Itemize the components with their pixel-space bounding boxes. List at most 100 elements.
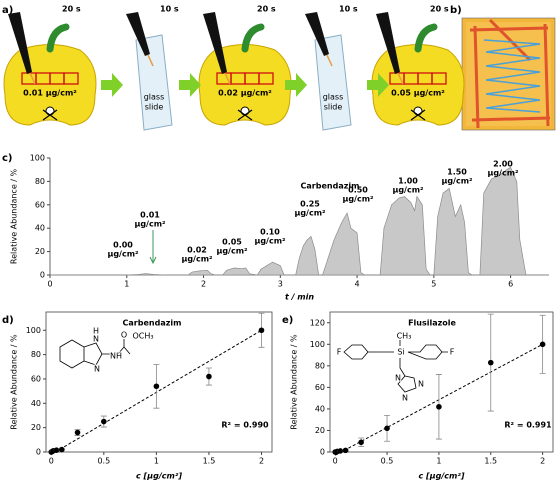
atom-label: H [93, 327, 99, 336]
annotation-unit: µg/cm² [216, 247, 248, 256]
x-tick-label: 2 [259, 457, 264, 466]
x-tick-label: 0 [49, 457, 54, 466]
point [258, 327, 265, 334]
annotation-unit: µg/cm² [487, 169, 519, 178]
pipette-tip [224, 72, 231, 85]
arrow [179, 73, 201, 97]
x-axis-label: t / min [285, 293, 314, 302]
point [358, 439, 364, 446]
annotation: 0.00 [113, 241, 133, 250]
x-tick-label: 1 [154, 457, 159, 466]
time-label: 10 s [160, 5, 179, 14]
x-tick-label: 0.5 [381, 457, 394, 466]
point [487, 359, 494, 366]
annotation: 0.05 [222, 238, 242, 247]
slide-label: glass [144, 93, 165, 102]
point [384, 425, 390, 432]
annotation: 0.10 [260, 228, 280, 237]
annotation: 0.01 [140, 211, 160, 220]
glass-slide [314, 34, 352, 131]
concentration-label: 0.05 µg/cm² [391, 89, 445, 98]
y-tick-label: 60 [31, 374, 41, 383]
skull [240, 106, 250, 116]
y-tick-label: 40 [35, 224, 45, 233]
point [153, 383, 160, 390]
slide-label: slide [324, 103, 343, 112]
stem [414, 23, 438, 53]
atom-label: Si [397, 348, 404, 357]
y-tick-label: 80 [315, 361, 325, 370]
stem [241, 23, 265, 53]
panel-label: c) [2, 153, 13, 164]
y-axis-label: Relative Abundance / % [10, 168, 19, 264]
concentration-label: 0.01 µg/cm² [23, 89, 77, 98]
time-label: 10 s [339, 5, 358, 14]
slide-label: glass [323, 93, 344, 102]
photo [461, 17, 556, 131]
point [539, 341, 546, 348]
atom-label: O [121, 331, 127, 340]
y-tick-label: 20 [35, 247, 45, 256]
plot-frame [329, 311, 554, 453]
y-tick-label: 60 [315, 383, 325, 392]
x-axis-label: c [µg/cm²] [419, 472, 465, 481]
point [74, 429, 81, 436]
x-tick-label: 0 [47, 280, 52, 289]
annotation-unit: µg/cm² [342, 195, 374, 204]
annotation: 0.02 [187, 246, 207, 255]
x-tick-label: 0 [333, 457, 338, 466]
y-tick-label: 100 [310, 340, 325, 349]
annotation-unit: µg/cm² [254, 237, 286, 246]
point [436, 403, 442, 410]
arrow [101, 73, 123, 97]
x-tick-label: 1 [124, 280, 129, 289]
annotation-unit: µg/cm² [392, 186, 424, 195]
x-tick-label: 0.5 [97, 457, 110, 466]
x-tick-label: 2 [540, 457, 545, 466]
time-label: 20 s [430, 5, 449, 14]
pipette-tip [29, 72, 36, 85]
atom-label: NH [110, 352, 122, 361]
y-axis-label: Relative Abundance / % [290, 334, 299, 430]
y-tick-label: 40 [31, 399, 41, 408]
annotation-unit: µg/cm² [441, 177, 473, 186]
annotation: 2.00 [493, 160, 513, 169]
crossbones [410, 109, 426, 121]
concentration-label: 0.02 µg/cm² [218, 89, 272, 98]
y-tick-label: 40 [315, 404, 325, 413]
x-tick-label: 1.5 [484, 457, 497, 466]
x-tick-label: 6 [508, 280, 513, 289]
atom-label: N [395, 374, 401, 383]
y-tick-label: 80 [31, 350, 41, 359]
x-tick-label: 4 [355, 280, 360, 289]
chromatogram [50, 166, 549, 276]
pipette-tip [147, 54, 154, 67]
skull [45, 106, 55, 116]
arrow [285, 73, 307, 97]
y-tick-label: 120 [310, 318, 325, 327]
spot-grid [63, 72, 79, 85]
atom-label: F [337, 348, 342, 357]
chart-title: Carbendazim [123, 319, 182, 328]
glass-slide [135, 34, 173, 131]
pipette [203, 12, 227, 74]
r-squared: R² = 0.990 [221, 421, 269, 430]
y-tick-label: 0 [36, 448, 41, 457]
panel-label: b) [450, 5, 462, 16]
annotation-unit: µg/cm² [181, 255, 213, 264]
pipette-tip [397, 72, 404, 85]
y-tick-label: 20 [315, 426, 325, 435]
x-tick-label: 1 [436, 457, 441, 466]
slide-label: slide [145, 103, 164, 112]
y-axis-label: Relative Abundance / % [10, 334, 19, 430]
point [58, 446, 65, 453]
chart-title: Flusilazole [408, 319, 456, 328]
x-tick-label: 1.5 [203, 457, 216, 466]
spot-grid [431, 72, 447, 85]
chart-title: Carbendazim [301, 182, 360, 191]
atom-label: N [402, 394, 408, 403]
structure [59, 339, 131, 369]
x-tick-label: 5 [431, 280, 436, 289]
x-axis-label: c [µg/cm²] [136, 472, 182, 481]
